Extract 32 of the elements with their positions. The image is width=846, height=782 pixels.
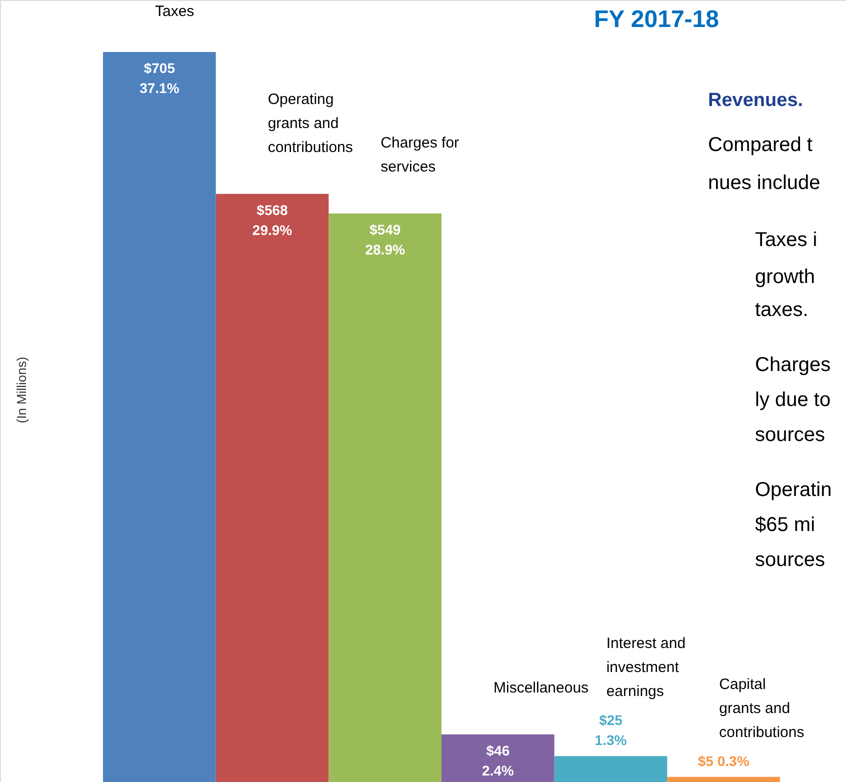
annotation: Taxes i xyxy=(755,229,818,251)
bar xyxy=(328,214,442,782)
text: (In Millions) xyxy=(14,356,29,424)
data-label: $568 29.9% xyxy=(252,202,293,238)
data-label: $46 2.4% xyxy=(482,742,514,778)
bar xyxy=(442,734,554,782)
annotation: $65 mi xyxy=(755,514,816,536)
bar xyxy=(103,52,216,782)
text: Revenues. xyxy=(708,90,804,111)
bar xyxy=(554,756,668,782)
x-tick-label: Taxes xyxy=(155,3,194,20)
annotation: nues include xyxy=(708,172,820,194)
x-tick-label: Operating grants and contributions xyxy=(268,90,353,156)
annotation: ly due to xyxy=(755,389,831,411)
data-label: $705 37.1% xyxy=(140,60,180,96)
data-label: $549 28.9% xyxy=(365,222,406,258)
annotation: sources xyxy=(755,424,826,446)
annotation: Operatin xyxy=(755,479,832,501)
bar xyxy=(216,194,329,782)
annotation: growth xyxy=(755,266,816,288)
annotation: taxes. xyxy=(755,299,808,321)
x-tick-label: Interest and investment earnings xyxy=(606,635,686,700)
chart-title: FY 2017-18 xyxy=(594,6,719,33)
x-tick-label: Miscellaneous xyxy=(494,679,589,696)
x-tick-label: Capital grants and contributions xyxy=(719,676,804,741)
annotation: Compared t xyxy=(708,134,813,156)
data-label: $25 1.3% xyxy=(594,712,628,748)
data-label: $5 0.3% xyxy=(698,752,750,769)
bar xyxy=(667,776,780,782)
annotation: sources xyxy=(755,549,826,571)
x-tick-label: Charges for services xyxy=(380,134,460,176)
annotation: Charges xyxy=(755,354,831,376)
